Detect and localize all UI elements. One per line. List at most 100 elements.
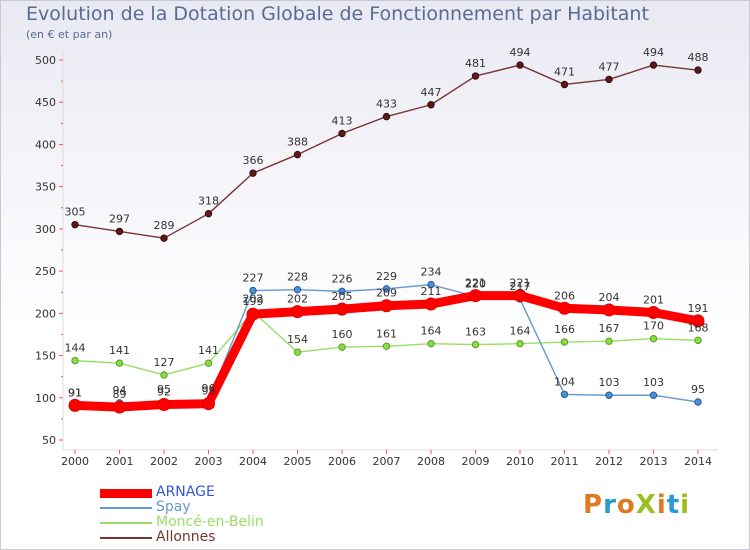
legend-swatch (100, 522, 152, 524)
data-label-spay: 104 (554, 375, 575, 388)
data-point-arnage (202, 397, 215, 411)
x-tick-label: 2002 (150, 455, 178, 468)
data-label-allonnes: 289 (154, 219, 175, 232)
y-tick-label: 450 (35, 96, 56, 109)
logo-letter: r (603, 490, 617, 520)
data-label-spay: 103 (643, 376, 664, 389)
data-label-spay: 96 (202, 382, 216, 395)
data-label-allonnes: 318 (198, 195, 219, 208)
data-label-arnage: 206 (554, 289, 575, 302)
data-label-monce-en-belin: 163 (465, 326, 486, 339)
legend-swatch (100, 488, 152, 498)
data-point-arnage (335, 302, 349, 316)
data-label-arnage: 209 (376, 287, 397, 300)
series-line-allonnes (74, 64, 699, 239)
data-point-monce-en-belin (204, 359, 213, 367)
data-point-arnage (113, 400, 126, 414)
data-label-allonnes: 481 (465, 57, 486, 70)
data-point-monce-en-belin (382, 342, 391, 350)
data-label-arnage: 202 (287, 293, 308, 306)
data-label-monce-en-belin: 154 (287, 333, 308, 346)
data-label-spay: 228 (287, 271, 308, 284)
legend-label: Spay (156, 499, 191, 515)
data-point-allonnes (471, 72, 480, 80)
axes: 50 100 150 200 250 300 350 400 450 500 2000 2001 200… (35, 52, 718, 468)
logo-letter: P (583, 490, 604, 520)
data-label-monce-en-belin: 170 (643, 320, 664, 333)
data-point-arnage (68, 398, 82, 412)
data-label-spay: 94 (113, 384, 127, 397)
data-label-monce-en-belin: 164 (421, 325, 442, 338)
data-label-allonnes: 413 (332, 114, 353, 127)
data-point-spay (249, 286, 257, 295)
data-label-spay: 91 (68, 386, 82, 399)
data-label-allonnes: 433 (376, 98, 397, 111)
legend-swatch (100, 537, 152, 539)
data-point-monce-en-belin (338, 343, 346, 351)
data-point-allonnes (605, 75, 613, 84)
data-label-arnage: 199 (243, 295, 264, 308)
data-label-monce-en-belin: 141 (109, 344, 130, 357)
data-point-allonnes (694, 66, 702, 74)
data-point-allonnes (338, 129, 346, 138)
data-point-arnage (246, 307, 260, 321)
data-point-monce-en-belin (160, 371, 168, 379)
data-point-spay (560, 390, 569, 399)
series-points (68, 61, 705, 414)
data-point-monce-en-belin (560, 338, 569, 346)
data-point-monce-en-belin (605, 337, 613, 345)
data-label-arnage: 201 (643, 293, 664, 306)
data-point-spay (605, 391, 613, 399)
y-tick-label: 350 (35, 181, 56, 194)
data-point-arnage (602, 303, 616, 317)
data-label-allonnes: 305 (65, 206, 86, 219)
data-label-allonnes: 494 (510, 46, 531, 59)
y-tick-label: 150 (35, 350, 56, 363)
data-point-allonnes (427, 101, 435, 109)
data-label-spay: 103 (599, 376, 620, 389)
data-point-allonnes (115, 227, 124, 236)
x-tick-label: 2009 (462, 455, 490, 468)
data-label-arnage: 221 (510, 277, 531, 290)
data-point-allonnes (516, 61, 524, 69)
data-label-monce-en-belin: 202 (243, 293, 264, 306)
data-label-allonnes: 366 (243, 154, 264, 167)
data-point-allonnes (249, 169, 257, 177)
data-label-monce-en-belin: 160 (332, 328, 353, 341)
data-label-arnage: 205 (332, 290, 353, 303)
data-point-arnage (469, 289, 482, 303)
legend-label: ARNAGE (156, 484, 215, 500)
data-label-spay: 95 (691, 383, 705, 396)
data-point-arnage (157, 398, 171, 412)
logo-letter: t (666, 490, 681, 520)
data-label-arnage: 221 (465, 277, 486, 290)
data-label-monce-en-belin: 168 (688, 321, 709, 334)
data-point-allonnes (382, 112, 391, 121)
data-point-allonnes (204, 209, 213, 218)
y-tick-label: 200 (35, 307, 56, 320)
data-label-monce-en-belin: 166 (554, 323, 575, 336)
data-label-arnage: 204 (599, 291, 620, 304)
data-point-monce-en-belin (115, 359, 124, 367)
data-point-spay (694, 398, 702, 406)
x-tick-label: 2012 (595, 455, 623, 468)
data-point-arnage (424, 297, 438, 311)
data-point-monce-en-belin (694, 336, 702, 345)
data-label-spay: 234 (421, 266, 442, 279)
x-tick-label: 2008 (417, 455, 445, 468)
data-point-allonnes (71, 220, 79, 229)
proxiti-logo: ProXiti (583, 490, 690, 520)
x-tick-label: 2010 (506, 455, 534, 468)
data-label-allonnes: 471 (554, 65, 575, 78)
data-point-spay (427, 280, 435, 289)
x-tick-label: 2007 (373, 455, 401, 468)
data-point-arnage (647, 305, 660, 319)
x-tick-label: 2004 (239, 455, 267, 468)
y-tick-label: 400 (35, 138, 56, 151)
data-label-spay: 227 (243, 272, 264, 285)
legend-swatch (100, 507, 152, 509)
data-labels: 305 297 289 318 366 388 413 433 447 481 494 471 477 4… (65, 46, 709, 401)
data-label-allonnes: 297 (109, 212, 130, 225)
